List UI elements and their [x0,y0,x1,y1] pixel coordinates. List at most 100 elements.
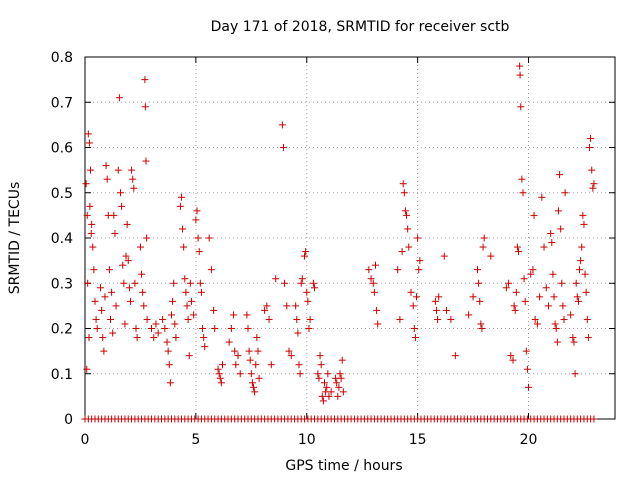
data-point [252,361,260,369]
data-point [230,311,238,319]
data-point [523,365,531,373]
data-point [283,302,291,310]
data-point [309,279,317,287]
data-point [85,139,93,147]
data-point [118,202,126,210]
data-point [587,134,595,142]
data-point [193,207,201,215]
data-point [516,62,524,70]
data-point [93,325,101,332]
data-point [231,347,239,355]
data-point [415,266,423,274]
data-point [583,315,591,323]
data-point [301,252,309,260]
data-point [126,297,134,305]
data-point [159,315,167,323]
data-point [114,166,122,174]
chart-title: Day 171 of 2018, SRMTID for receiver sct… [211,19,510,35]
data-point [121,320,129,328]
y-tick-label: 0.4 [51,231,73,247]
data-point [200,334,208,342]
data-point [82,180,90,188]
data-point [525,383,533,391]
data-point [225,338,233,346]
data-point [128,166,136,174]
x-tick-label: 5 [191,432,200,448]
data-point [298,275,306,283]
data-point [261,306,269,314]
data-point [556,171,564,179]
data-point [365,266,373,274]
data-point [250,383,258,391]
data-point [465,311,473,319]
y-tick-label: 0.5 [51,186,73,202]
data-point [502,284,510,292]
data-point [251,388,259,396]
data-point [542,284,550,292]
data-point [316,352,324,360]
data-point [143,315,151,323]
data-point [140,302,148,310]
data-point [119,261,127,269]
data-point [84,279,92,287]
data-point [513,243,521,251]
data-point [255,374,263,382]
data-point [245,347,253,355]
data-point [529,266,537,274]
data-point [279,144,287,151]
data-point [131,279,139,287]
data-point [451,352,459,360]
data-point [164,347,172,355]
data-point [218,361,226,369]
data-point [584,334,592,342]
data-point [407,288,415,296]
data-point [143,234,151,242]
data-point [405,243,413,251]
data-point [540,243,548,251]
data-point [589,184,597,192]
data-point [295,361,303,369]
data-point [522,347,530,355]
data-point [296,370,304,378]
data-point [92,315,100,323]
data-point [577,257,585,265]
data-point [479,243,487,251]
data-point [416,257,424,265]
data-point [248,379,256,387]
data-point [511,306,519,314]
data-point [339,388,347,396]
data-point [517,103,525,111]
data-point [478,325,486,332]
data-point [548,239,556,247]
data-point [254,347,262,355]
data-point [199,325,207,332]
y-tick-label: 0.6 [51,141,73,157]
data-point [170,279,178,287]
data-point [141,103,149,111]
y-tick-label: 0 [64,412,73,428]
x-tick-label: 10 [298,432,316,448]
data-point [211,325,219,332]
data-point [324,370,332,378]
data-point [367,275,375,283]
data-point [297,279,305,287]
data-point [550,293,558,301]
data-point [394,266,402,274]
data-point [554,207,562,215]
data-point [267,361,275,369]
data-point [201,343,209,351]
data-point [515,248,523,256]
data-point [161,325,169,332]
data-point [338,356,346,364]
data-point [581,270,589,278]
data-point [100,347,108,355]
data-point [246,356,254,364]
data-point [293,315,301,323]
data-point [85,334,93,342]
data-point [86,202,94,210]
data-point [236,370,244,378]
data-point [319,397,327,405]
data-point [311,284,319,292]
data-point [579,211,587,219]
